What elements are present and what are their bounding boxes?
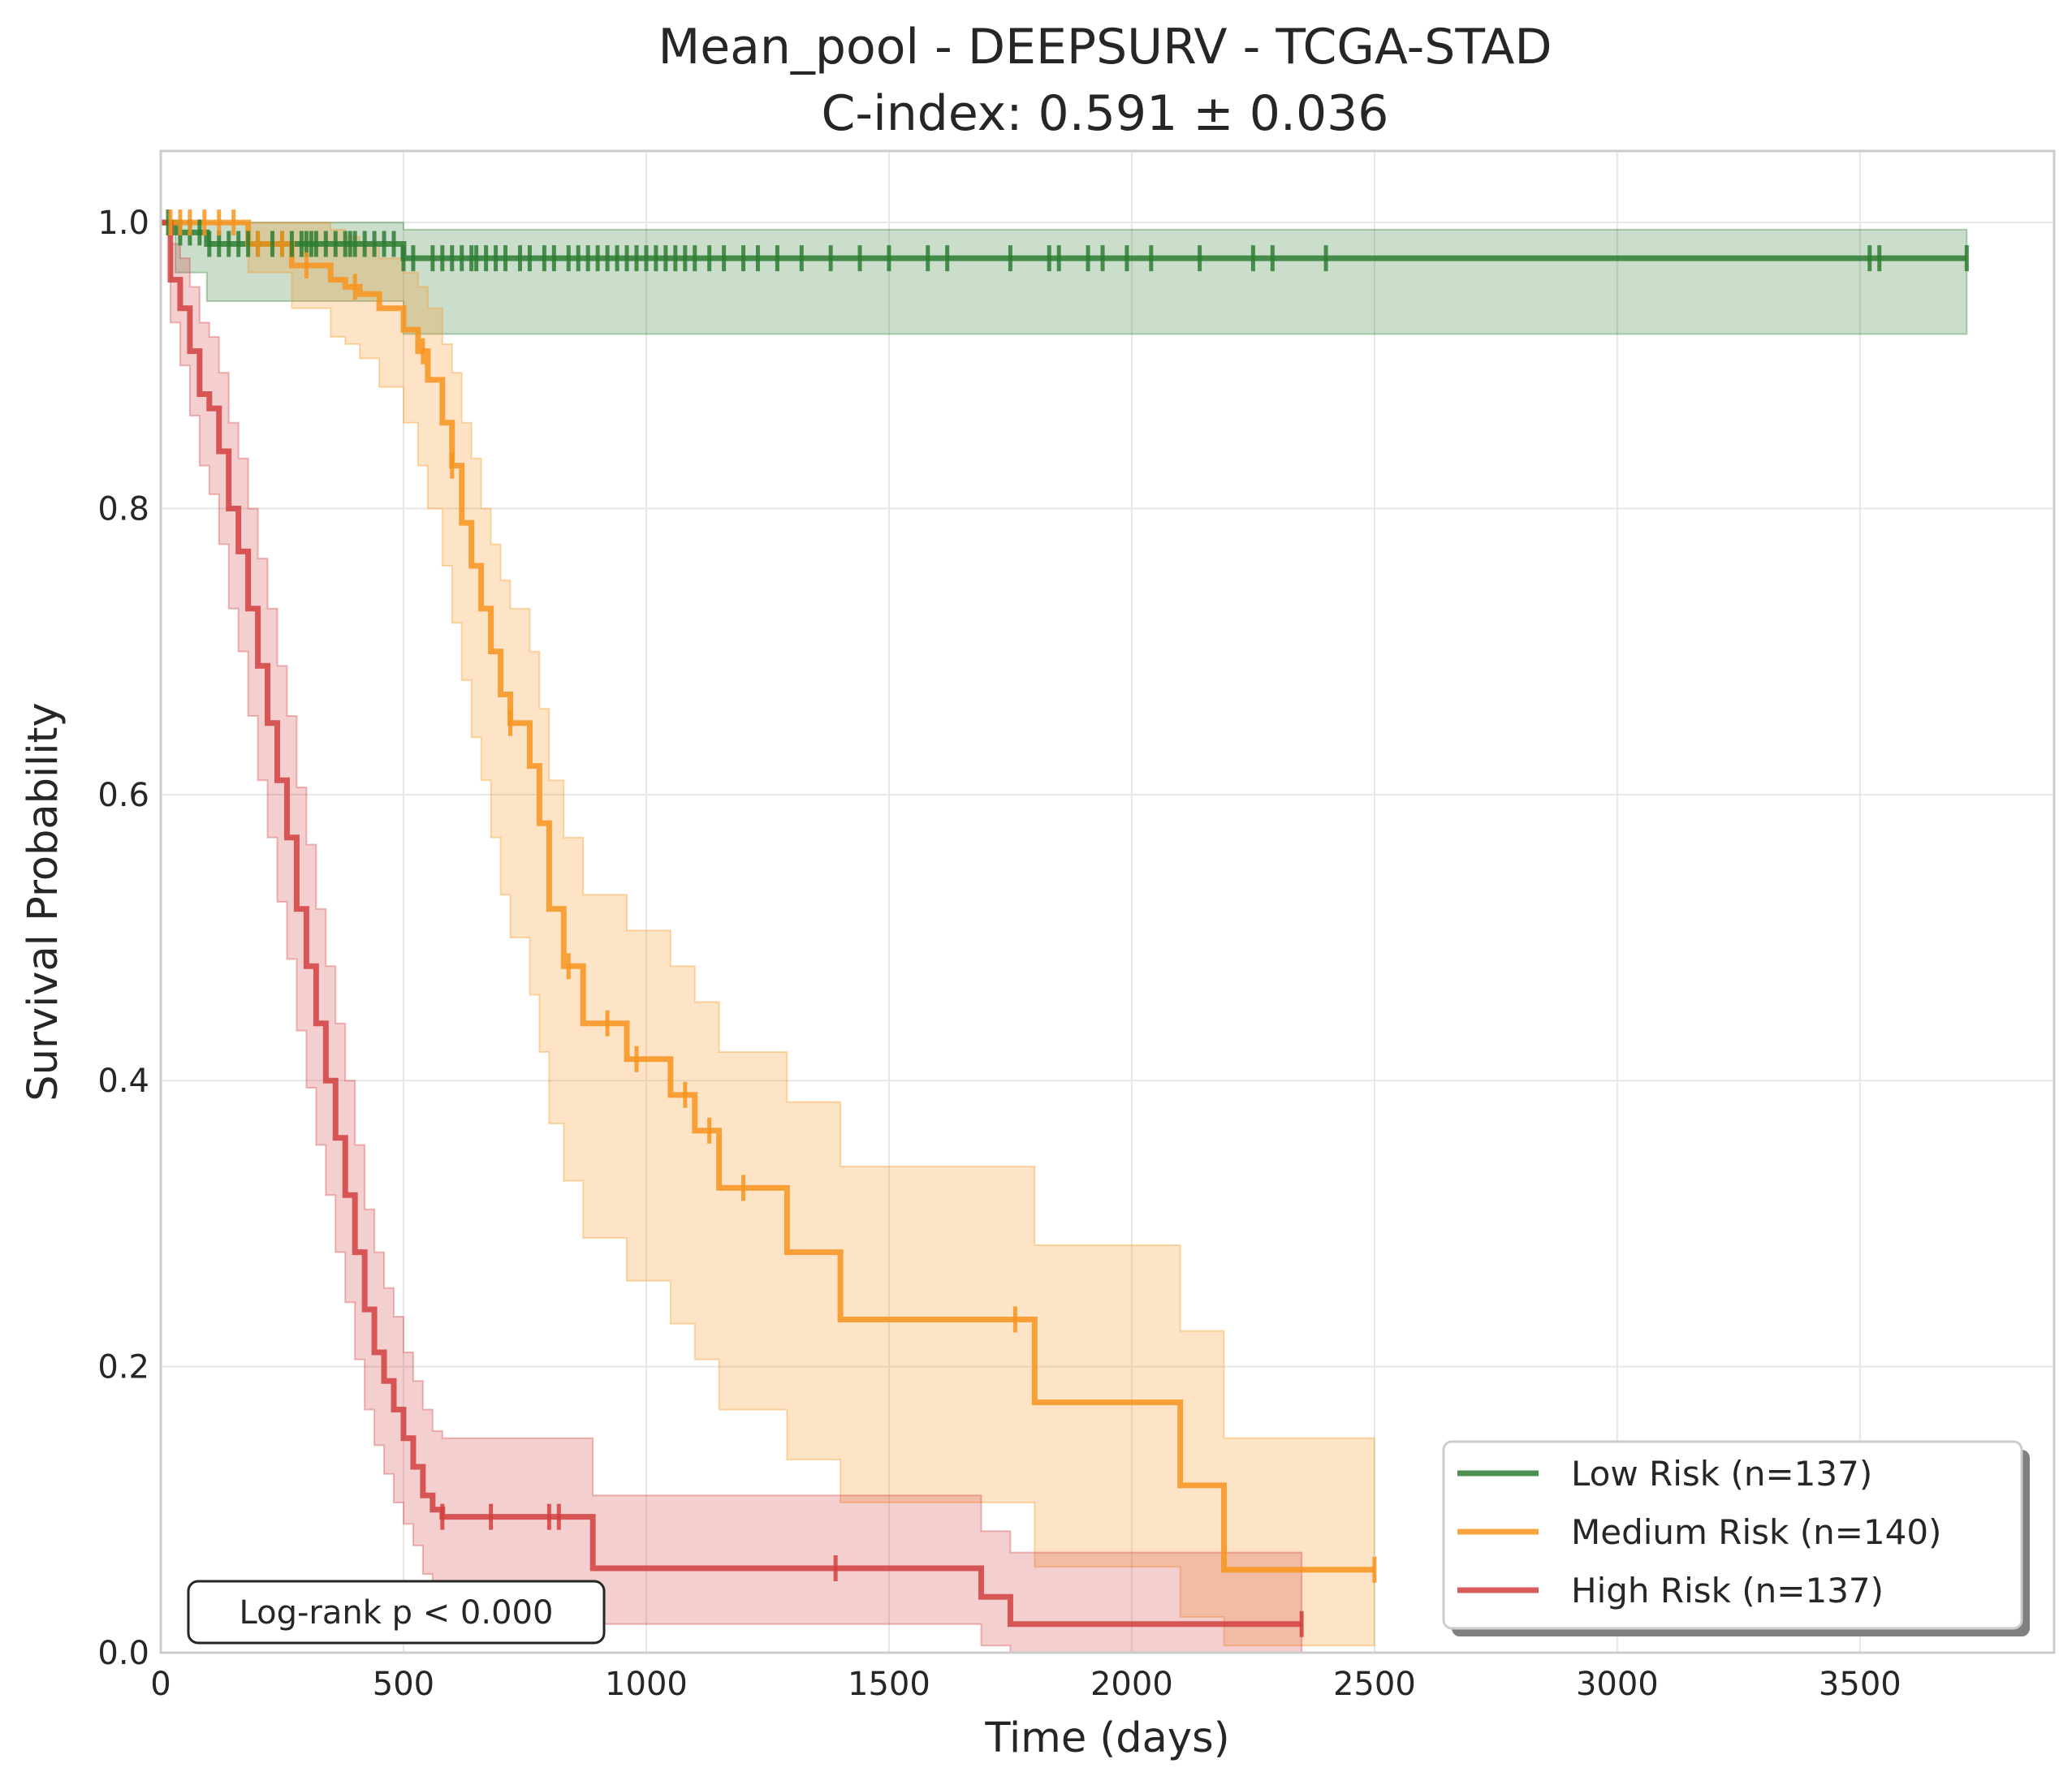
y-axis-label: Survival Probability (19, 702, 67, 1101)
x-tick-label: 1500 (848, 1666, 930, 1703)
y-tick-label: 0.6 (97, 777, 149, 814)
x-tick-label: 500 (373, 1666, 434, 1703)
legend-label: Low Risk (n=137) (1571, 1454, 1872, 1494)
survival-curve-1 (161, 219, 1375, 1573)
y-tick-label: 0.8 (97, 490, 149, 528)
chart-subtitle: C-index: 0.591 ± 0.036 (822, 85, 1389, 142)
x-tick-label: 0 (150, 1666, 171, 1703)
y-tick-label: 0.2 (97, 1349, 149, 1386)
legend: Low Risk (n=137) Medium Risk (n=140) High … (1442, 1440, 2030, 1636)
logrank-annotation: Log-rank p < 0.000 (187, 1580, 606, 1645)
legend-label: High Risk (n=137) (1571, 1571, 1884, 1610)
x-tick-label: 3500 (1819, 1666, 1901, 1703)
x-tick-label: 2500 (1333, 1666, 1416, 1703)
ci-band-1 (161, 222, 1375, 1647)
survival-curve-2 (161, 219, 1302, 1628)
ci-band-2 (161, 222, 1303, 1653)
x-tick-labels: 0 500 1000 1500 2000 2500 3000 3500 (150, 1666, 1901, 1703)
x-axis-label: Time (days) (984, 1714, 1229, 1762)
x-tick-label: 1000 (605, 1666, 688, 1703)
y-tick-label: 0.0 (97, 1635, 149, 1672)
x-tick-label: 3000 (1576, 1666, 1659, 1703)
y-tick-labels: 0.0 0.2 0.4 0.6 0.8 1.0 (97, 205, 149, 1672)
y-tick-label: 1.0 (97, 205, 149, 242)
grid-lines (160, 151, 2054, 1653)
annotation-box (187, 1580, 606, 1645)
annotation-text: Log-rank p < 0.000 (240, 1594, 554, 1632)
censor-marks (166, 209, 1969, 1637)
plot-frame (159, 149, 2056, 1654)
y-tick-label: 0.4 (97, 1063, 149, 1100)
legend-box (1442, 1440, 2023, 1630)
chart-title: Mean_pool - DEEPSURV - TCGA-STAD (658, 19, 1552, 75)
legend-label: Medium Risk (n=140) (1571, 1512, 1941, 1552)
x-tick-label: 2000 (1090, 1666, 1173, 1703)
